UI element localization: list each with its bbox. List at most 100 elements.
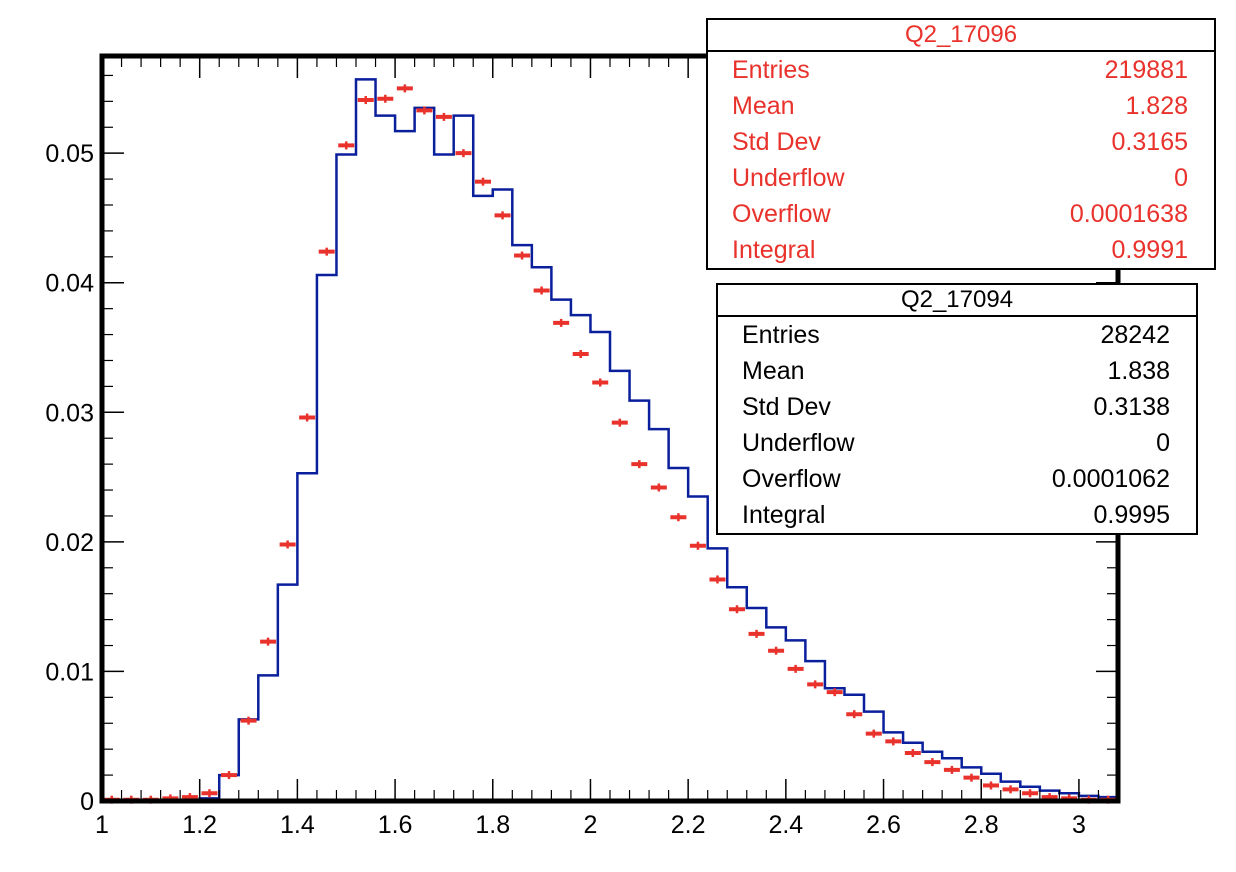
stats-value: 0.3165: [1111, 128, 1188, 156]
data-point: [689, 541, 706, 550]
stats-row-std-dev: Std Dev 0.3138: [718, 389, 1196, 425]
data-point: [416, 106, 433, 115]
data-point: [1002, 785, 1019, 794]
data-point: [338, 141, 355, 150]
data-point: [865, 729, 882, 738]
data-point: [611, 418, 628, 427]
y-tick-label: 0: [80, 788, 94, 816]
data-point: [455, 149, 472, 158]
stats-row-overflow: Overflow 0.0001638: [708, 196, 1214, 232]
x-tick-label: 1.4: [280, 811, 315, 839]
stats-value: 0: [1156, 429, 1170, 457]
stats-label: Mean: [732, 92, 795, 120]
data-point: [846, 710, 863, 719]
stats-box-q2-17096: Q2_17096 Entries 219881 Mean 1.828 Std D…: [706, 18, 1216, 270]
stats-title: Q2_17096: [708, 20, 1214, 52]
stats-row-mean: Mean 1.838: [718, 353, 1196, 389]
data-point: [299, 413, 316, 422]
x-tick-label: 2.4: [768, 811, 803, 839]
stats-title: Q2_17094: [718, 285, 1196, 317]
data-point: [396, 84, 413, 93]
stats-value: 0.0001638: [1069, 200, 1188, 228]
data-point: [221, 771, 237, 780]
data-point: [592, 378, 609, 387]
x-tick-label: 1.6: [378, 811, 413, 839]
stats-row-overflow: Overflow 0.0001062: [718, 461, 1196, 497]
stats-value: 28242: [1100, 321, 1170, 349]
stats-value: 0.9995: [1093, 501, 1170, 529]
stats-label: Integral: [742, 501, 826, 529]
data-point: [787, 664, 804, 673]
stats-row-underflow: Underflow 0: [708, 160, 1214, 196]
data-point: [279, 540, 296, 549]
data-point: [435, 112, 452, 121]
stats-row-entries: Entries 219881: [708, 52, 1214, 88]
data-point: [553, 318, 570, 327]
x-tick-label: 2.2: [671, 811, 706, 839]
stats-row-std-dev: Std Dev 0.3165: [708, 124, 1214, 160]
data-point: [475, 177, 491, 186]
x-tick-label: 1.2: [182, 811, 217, 839]
x-tick-label: 2: [584, 811, 598, 839]
data-point: [748, 629, 765, 638]
data-point: [807, 680, 824, 689]
data-point: [885, 737, 902, 746]
y-tick-label: 0.04: [45, 270, 94, 298]
stats-label: Std Dev: [732, 128, 821, 156]
y-tick-label: 0.01: [45, 658, 94, 686]
data-point: [943, 765, 960, 774]
data-point: [670, 513, 687, 522]
stats-value: 0.0001062: [1051, 465, 1170, 493]
stats-value: 1.828: [1125, 92, 1188, 120]
data-point: [709, 575, 726, 584]
y-tick-label: 0.03: [45, 399, 94, 427]
y-tick-label: 0.02: [45, 529, 94, 557]
data-point: [377, 94, 394, 103]
stats-row-mean: Mean 1.828: [708, 88, 1214, 124]
data-point: [514, 251, 531, 260]
stats-value: 0.9991: [1111, 236, 1188, 264]
stats-value: 0: [1174, 164, 1188, 192]
stats-value: 1.838: [1107, 357, 1170, 385]
data-point: [533, 286, 550, 295]
data-point: [650, 483, 667, 492]
stats-row-integral: Integral 0.9995: [718, 497, 1196, 533]
stats-label: Underflow: [742, 429, 855, 457]
stats-row-entries: Entries 28242: [718, 317, 1196, 353]
stats-label: Entries: [742, 321, 820, 349]
data-point: [260, 637, 277, 646]
data-point: [318, 247, 335, 256]
data-point: [983, 781, 999, 790]
x-tick-label: 2.6: [866, 811, 901, 839]
data-point: [572, 350, 589, 358]
data-point: [201, 789, 218, 798]
stats-label: Std Dev: [742, 393, 831, 421]
stats-value: 0.3138: [1093, 393, 1170, 421]
stats-label: Entries: [732, 56, 810, 84]
x-tick-label: 1: [95, 811, 109, 839]
data-point: [357, 96, 374, 105]
data-point: [631, 460, 648, 469]
x-tick-label: 1.8: [475, 811, 510, 839]
x-tick-label: 3: [1072, 811, 1086, 839]
stats-label: Integral: [732, 236, 816, 264]
data-point: [904, 749, 921, 758]
stats-value: 219881: [1104, 56, 1188, 84]
data-point: [826, 688, 843, 697]
stats-label: Overflow: [742, 465, 841, 493]
data-point: [494, 211, 511, 220]
stats-row-integral: Integral 0.9991: [708, 232, 1214, 268]
data-point: [963, 773, 980, 782]
y-tick-label: 0.05: [45, 140, 94, 168]
stats-label: Underflow: [732, 164, 845, 192]
data-point: [924, 758, 941, 767]
data-point: [1022, 789, 1039, 798]
stats-row-underflow: Underflow 0: [718, 425, 1196, 461]
stats-label: Overflow: [732, 200, 831, 228]
series-line-q2-17094: [102, 78, 1118, 803]
data-point: [729, 605, 745, 614]
x-tick-label: 2.8: [964, 811, 999, 839]
stats-box-q2-17094: Q2_17094 Entries 28242 Mean 1.838 Std De…: [716, 283, 1198, 535]
data-point: [240, 716, 257, 725]
data-point: [768, 646, 785, 655]
